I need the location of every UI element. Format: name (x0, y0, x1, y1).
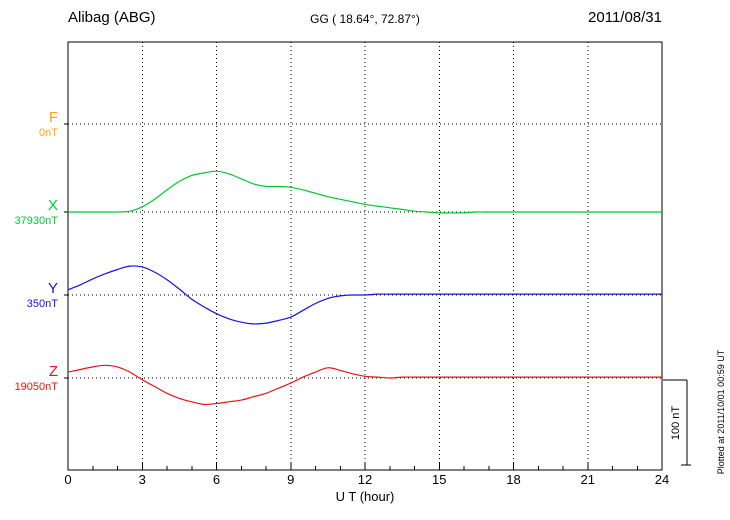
plot-date: 2011/08/31 (588, 9, 662, 26)
x-tick-label: 15 (432, 472, 447, 487)
x-tick-label: 0 (64, 472, 72, 487)
trace-x (68, 170, 662, 214)
series-baseline-z: 19050nT (14, 381, 58, 393)
axis-ticks (64, 123, 663, 470)
x-tick-label: 9 (287, 472, 295, 487)
series-label-block-z: Z 19050nT (0, 362, 58, 394)
x-tick-label: 21 (580, 472, 595, 487)
series-label-block-x: X 37930nT (0, 196, 58, 228)
series-letter-y: Y (47, 280, 58, 297)
series-label-block-y: Y 350nT (0, 279, 58, 311)
plotted-timestamp: Plotted at 2011/10/01 00:59 UT (716, 349, 726, 475)
x-tick-label: 18 (506, 472, 521, 487)
series-label-block-f: F 0nT (0, 108, 58, 140)
x-tick-label: 24 (654, 472, 670, 487)
series-baseline-x: 37930nT (14, 215, 58, 227)
x-axis-label: U T (hour) (335, 489, 395, 504)
series-letter-z: Z (48, 363, 58, 380)
station-coordinates: GG ( 18.64°, 72.87°) (310, 12, 420, 26)
x-tick-label: 3 (138, 472, 146, 487)
scale-bar-label: 100 nT (670, 405, 682, 441)
trace-y (67, 265, 662, 325)
station-title: Alibag (ABG) (68, 9, 156, 26)
x-tick-label: 12 (357, 472, 373, 487)
series-letter-f: F (48, 109, 58, 126)
trace-z (67, 364, 662, 406)
series-letter-x: X (47, 197, 58, 214)
x-tick-label: 6 (212, 472, 221, 487)
series-baseline-y: 350nT (26, 298, 58, 310)
scale-bar (663, 379, 691, 466)
grid (68, 42, 662, 470)
series-baseline-f: 0nT (39, 127, 58, 139)
